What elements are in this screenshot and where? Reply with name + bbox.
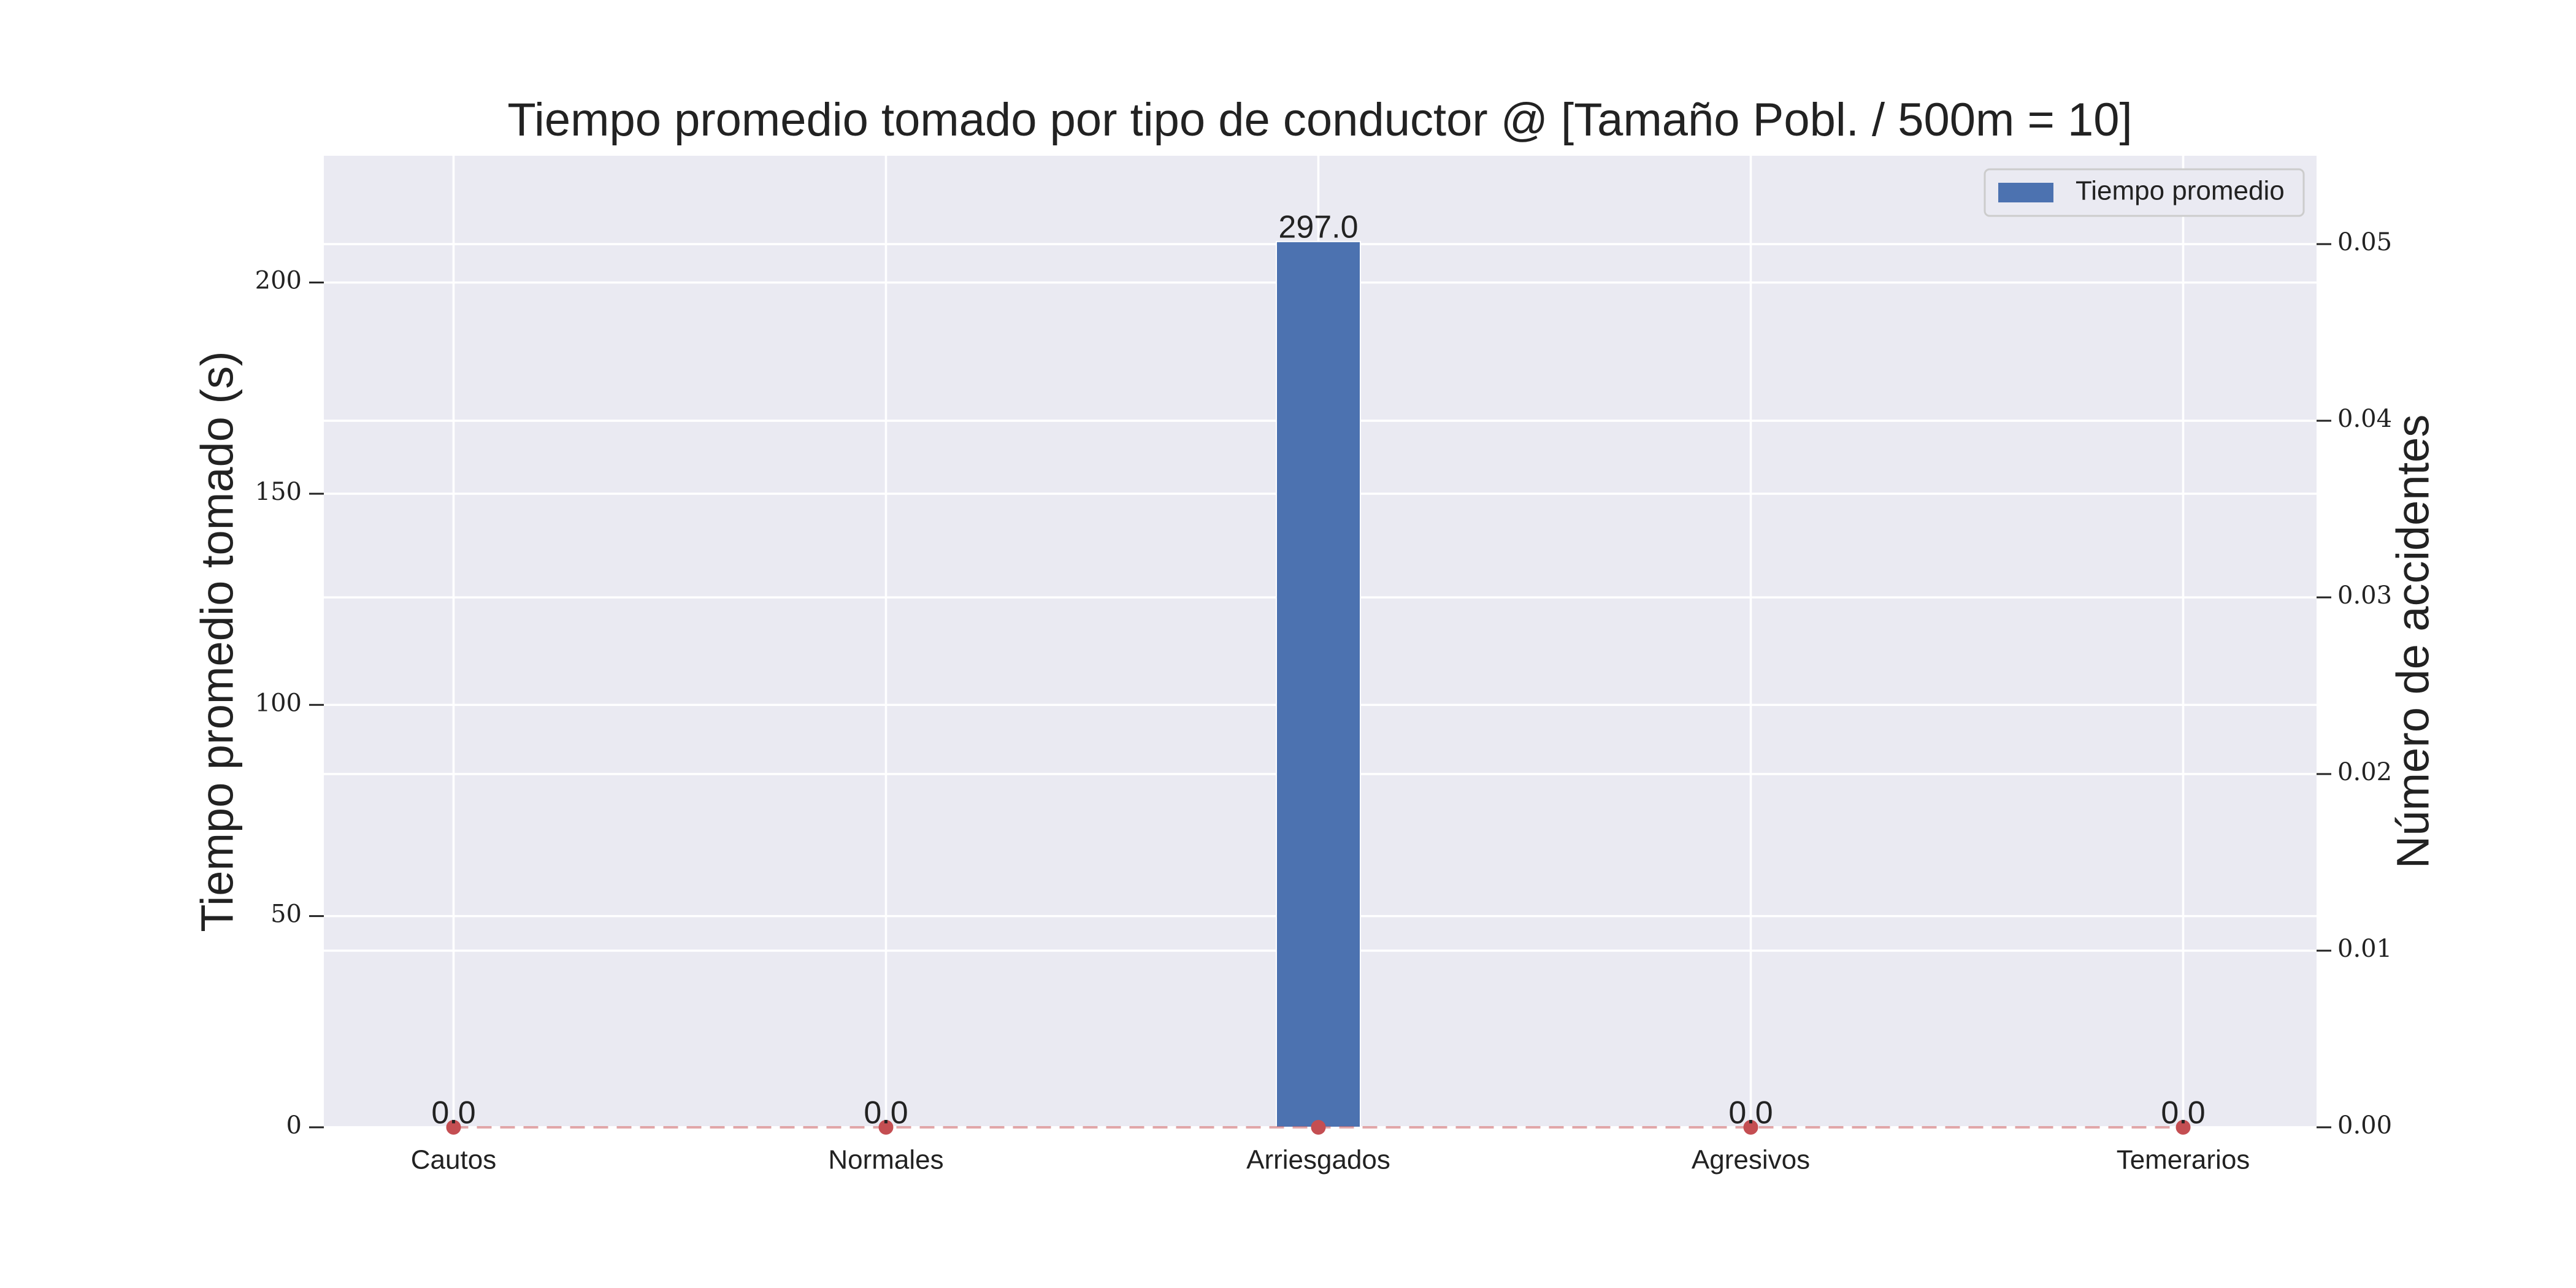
chart-title: Tiempo promedio tomado por tipo de condu… bbox=[507, 94, 2132, 146]
bar-annotation: 0.0 bbox=[431, 1095, 475, 1131]
bar bbox=[1276, 240, 1361, 1129]
accident-point bbox=[1311, 1120, 1326, 1135]
y2-tick-label: 0.04 bbox=[2337, 405, 2392, 433]
y2-tick-label: 0.03 bbox=[2337, 581, 2392, 610]
accident-point bbox=[1743, 1120, 1758, 1135]
y2-tick-label: 0.02 bbox=[2337, 758, 2392, 786]
y2-tick-label: 0.01 bbox=[2337, 935, 2392, 963]
accident-point bbox=[878, 1120, 894, 1135]
legend-swatch bbox=[1998, 183, 2053, 202]
legend-label: Tiempo promedio bbox=[2076, 176, 2285, 206]
accident-point bbox=[2175, 1120, 2191, 1135]
x-tick-label: Agresivos bbox=[1692, 1145, 1810, 1175]
x-tick-label: Arriesgados bbox=[1246, 1145, 1390, 1175]
y-tick-label: 200 bbox=[255, 267, 302, 295]
y-axis-label: Tiempo promedio tomado (s) bbox=[192, 351, 243, 932]
bar-annotation: 0.0 bbox=[864, 1095, 908, 1131]
x-tick-label: Temerarios bbox=[2117, 1145, 2250, 1175]
y-tick-label: 100 bbox=[255, 689, 302, 717]
bar-annotation: 0.0 bbox=[1728, 1095, 1773, 1131]
x-tick-label: Cautos bbox=[411, 1145, 496, 1175]
x-tick-label: Normales bbox=[828, 1145, 943, 1175]
legend-box bbox=[1984, 168, 2305, 217]
y2-axis-label: Número de accidentes bbox=[2388, 415, 2439, 868]
y-tick-label: 150 bbox=[255, 478, 302, 506]
y-tick-label: 50 bbox=[270, 900, 302, 929]
bar-annotation: 297.0 bbox=[1278, 210, 1358, 245]
bar-annotation: 0.0 bbox=[2161, 1095, 2205, 1131]
y2-tick-label: 0.00 bbox=[2337, 1111, 2392, 1140]
accident-point bbox=[446, 1120, 461, 1135]
y-tick-label: 0 bbox=[286, 1111, 302, 1140]
y2-tick-label: 0.05 bbox=[2337, 228, 2392, 256]
